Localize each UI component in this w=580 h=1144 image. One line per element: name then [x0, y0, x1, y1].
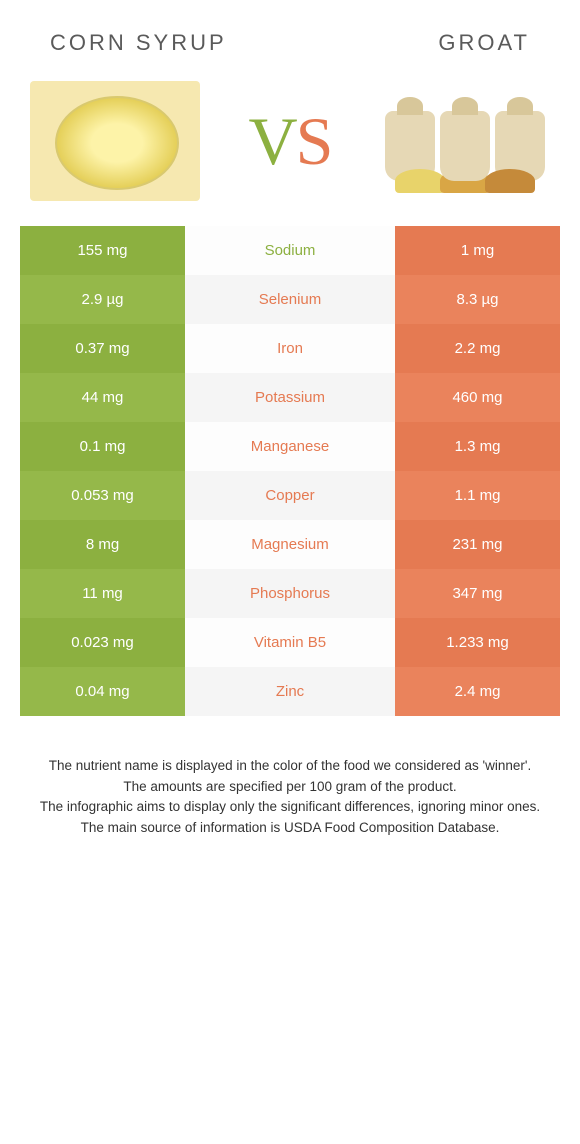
right-food-title: GROAT: [438, 30, 530, 56]
table-row: 0.053 mgCopper1.1 mg: [20, 471, 560, 520]
nutrient-label-cell: Vitamin B5: [185, 618, 395, 667]
nutrient-label-cell: Iron: [185, 324, 395, 373]
right-value-cell: 460 mg: [395, 373, 560, 422]
table-row: 0.023 mgVitamin B51.233 mg: [20, 618, 560, 667]
images-row: VS: [20, 66, 560, 226]
footer-line-4: The main source of information is USDA F…: [30, 818, 550, 838]
footer-line-3: The infographic aims to display only the…: [30, 797, 550, 817]
nutrient-label-cell: Potassium: [185, 373, 395, 422]
table-row: 8 mgMagnesium231 mg: [20, 520, 560, 569]
table-row: 0.1 mgManganese1.3 mg: [20, 422, 560, 471]
left-value-cell: 0.053 mg: [20, 471, 185, 520]
header: CORN SYRUP GROAT: [20, 30, 560, 66]
left-value-cell: 8 mg: [20, 520, 185, 569]
right-value-cell: 1 mg: [395, 226, 560, 275]
left-value-cell: 0.04 mg: [20, 667, 185, 716]
right-value-cell: 2.2 mg: [395, 324, 560, 373]
table-row: 0.37 mgIron2.2 mg: [20, 324, 560, 373]
left-value-cell: 0.1 mg: [20, 422, 185, 471]
nutrient-table: 155 mgSodium1 mg2.9 µgSelenium8.3 µg0.37…: [20, 226, 560, 716]
nutrient-label-cell: Selenium: [185, 275, 395, 324]
left-value-cell: 0.37 mg: [20, 324, 185, 373]
right-food-image: [380, 76, 550, 206]
right-value-cell: 347 mg: [395, 569, 560, 618]
footer-line-1: The nutrient name is displayed in the co…: [30, 756, 550, 776]
nutrient-label-cell: Sodium: [185, 226, 395, 275]
left-food-image: [30, 76, 200, 206]
nutrient-label-cell: Copper: [185, 471, 395, 520]
nutrient-label-cell: Phosphorus: [185, 569, 395, 618]
nutrient-label-cell: Zinc: [185, 667, 395, 716]
table-row: 0.04 mgZinc2.4 mg: [20, 667, 560, 716]
nutrient-label-cell: Magnesium: [185, 520, 395, 569]
right-value-cell: 231 mg: [395, 520, 560, 569]
left-value-cell: 2.9 µg: [20, 275, 185, 324]
footer-notes: The nutrient name is displayed in the co…: [20, 756, 560, 837]
table-row: 44 mgPotassium460 mg: [20, 373, 560, 422]
right-value-cell: 1.1 mg: [395, 471, 560, 520]
corn-syrup-icon: [30, 81, 200, 201]
left-value-cell: 44 mg: [20, 373, 185, 422]
nutrient-label-cell: Manganese: [185, 422, 395, 471]
right-value-cell: 8.3 µg: [395, 275, 560, 324]
right-value-cell: 1.3 mg: [395, 422, 560, 471]
table-row: 155 mgSodium1 mg: [20, 226, 560, 275]
vs-label: VS: [249, 102, 332, 181]
footer-line-2: The amounts are specified per 100 gram o…: [30, 777, 550, 797]
left-value-cell: 11 mg: [20, 569, 185, 618]
left-value-cell: 155 mg: [20, 226, 185, 275]
left-food-title: CORN SYRUP: [50, 30, 227, 56]
vs-letter-s: S: [296, 103, 332, 179]
groat-icon: [380, 81, 550, 201]
right-value-cell: 1.233 mg: [395, 618, 560, 667]
left-value-cell: 0.023 mg: [20, 618, 185, 667]
table-row: 2.9 µgSelenium8.3 µg: [20, 275, 560, 324]
table-row: 11 mgPhosphorus347 mg: [20, 569, 560, 618]
right-value-cell: 2.4 mg: [395, 667, 560, 716]
vs-letter-v: V: [249, 103, 296, 179]
